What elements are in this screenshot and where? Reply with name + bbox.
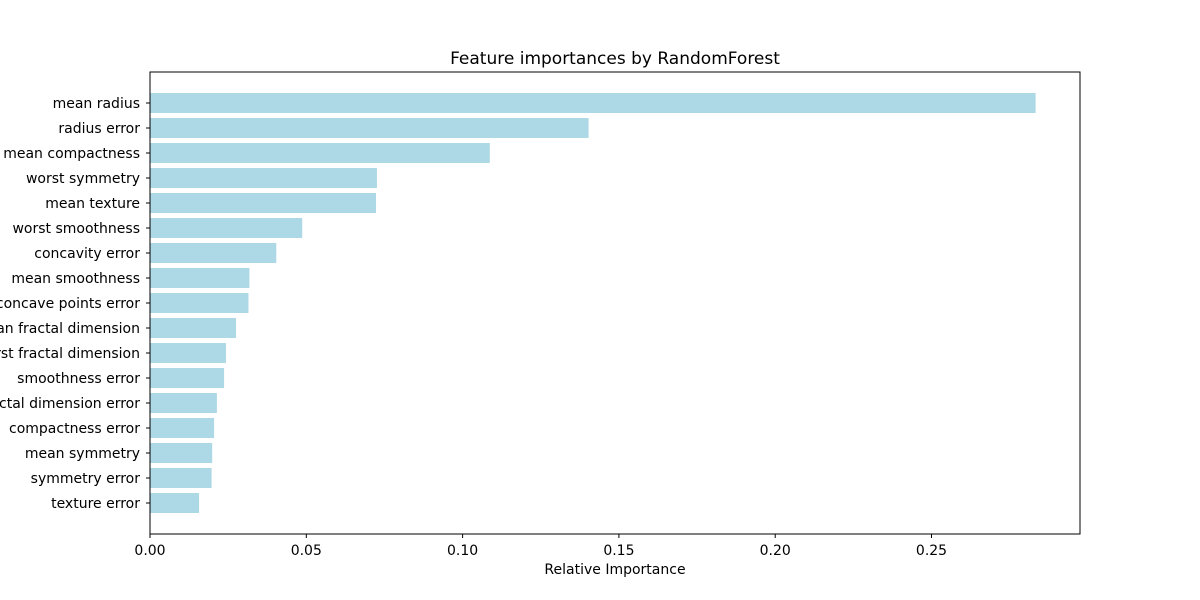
y-tick-label: concave points error — [0, 296, 140, 312]
bar — [150, 168, 377, 188]
x-axis: 0.00 0.05 0.10 0.15 0.20 0.25 — [134, 534, 947, 559]
x-axis-label: Relative Importance — [544, 562, 685, 578]
x-tick-label: 0.00 — [134, 543, 165, 559]
bar — [150, 268, 250, 288]
y-tick-label: symmetry error — [31, 471, 141, 487]
x-tick-label: 0.10 — [447, 543, 478, 559]
y-tick-label: worst fractal dimension — [0, 346, 140, 362]
chart-title: Feature importances by RandomForest — [450, 49, 780, 69]
bar — [150, 318, 236, 338]
y-tick-label: worst smoothness — [12, 221, 140, 237]
y-tick-label: mean symmetry — [25, 446, 140, 462]
bar — [150, 368, 225, 388]
y-tick-label: mean fractal dimension — [0, 321, 140, 337]
y-tick-label: mean smoothness — [11, 271, 140, 287]
bar — [150, 443, 213, 463]
bar — [150, 293, 249, 313]
bar — [150, 93, 1036, 113]
bar — [150, 218, 303, 238]
bar — [150, 393, 217, 413]
bar — [150, 243, 277, 263]
y-tick-label: concavity error — [34, 246, 140, 262]
plot-frame — [149, 71, 1081, 535]
bar — [150, 118, 589, 138]
bar — [150, 143, 490, 163]
y-axis: mean radius radius error mean compactness w… — [0, 96, 150, 512]
y-tick-label: mean radius — [53, 96, 140, 112]
bar — [150, 193, 377, 213]
y-tick-label: worst symmetry — [26, 171, 140, 187]
y-tick-label: mean texture — [45, 196, 140, 212]
bar — [150, 493, 200, 513]
x-tick-label: 0.25 — [916, 543, 947, 559]
y-tick-label: radius error — [58, 121, 140, 137]
bar — [150, 418, 215, 438]
y-tick-label: fractal dimension error — [0, 396, 140, 412]
x-tick-label: 0.05 — [291, 543, 322, 559]
x-tick-label: 0.15 — [603, 543, 634, 559]
x-tick-label: 0.20 — [760, 543, 791, 559]
y-tick-label: texture error — [51, 496, 140, 512]
y-tick-label: compactness error — [9, 421, 140, 437]
bar — [150, 343, 226, 363]
y-tick-label: mean compactness — [3, 146, 140, 162]
bar — [150, 468, 212, 488]
y-tick-label: smoothness error — [17, 371, 140, 387]
bars-layer — [150, 93, 1036, 513]
